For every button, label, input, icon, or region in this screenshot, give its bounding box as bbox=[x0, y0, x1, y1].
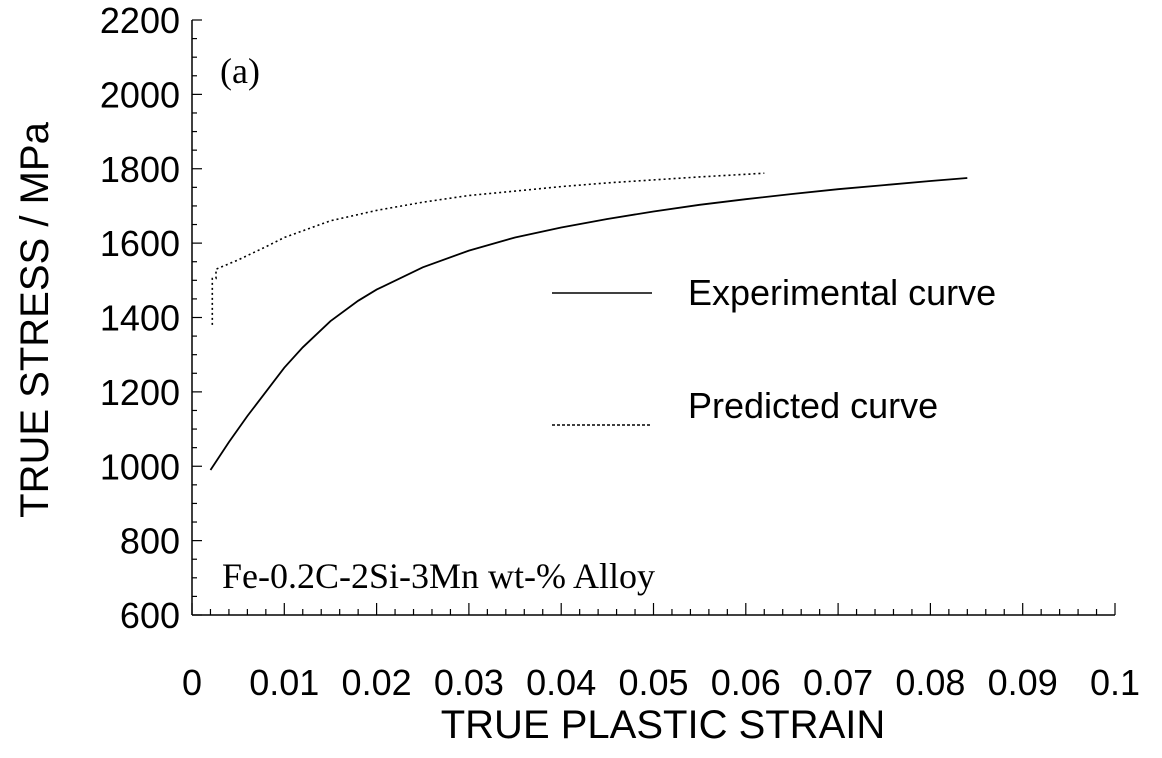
y-tick-label: 800 bbox=[120, 521, 180, 562]
x-tick-label: 0.07 bbox=[803, 662, 873, 703]
legend-label-experimental: Experimental curve bbox=[688, 272, 996, 313]
y-tick-label: 1800 bbox=[100, 149, 180, 190]
series-experimental-curve bbox=[209, 177, 968, 471]
x-tick-label: 0.06 bbox=[711, 662, 781, 703]
y-tick-label: 1400 bbox=[100, 298, 180, 339]
legend-label-predicted: Predicted curve bbox=[688, 385, 938, 426]
x-tick-label: 0.04 bbox=[526, 662, 596, 703]
x-tick-label: 0.05 bbox=[618, 662, 688, 703]
x-tick-label: 0.09 bbox=[988, 662, 1058, 703]
y-axis-title: TRUE STRESS / MPa bbox=[13, 121, 57, 517]
y-tick-label: 2200 bbox=[100, 0, 180, 41]
x-tick-label: 0.1 bbox=[1090, 662, 1140, 703]
x-tick-label: 0 bbox=[182, 662, 202, 703]
x-axis-title: TRUE PLASTIC STRAIN bbox=[441, 703, 886, 747]
x-tick-label: 0.08 bbox=[895, 662, 965, 703]
series-predicted-curve bbox=[211, 172, 765, 325]
y-tick-label: 1600 bbox=[100, 223, 180, 264]
series-layer bbox=[209, 172, 968, 471]
x-tick-label: 0.02 bbox=[342, 662, 412, 703]
ticks: 600 800 1000 1200 1400 1600 1800 2000 2200 0 0.01 0… bbox=[100, 0, 1140, 703]
alloy-label: Fe-0.2C-2Si-3Mn wt-% Alloy bbox=[222, 556, 655, 596]
y-tick-label: 600 bbox=[120, 595, 180, 636]
axes bbox=[191, 20, 1115, 616]
x-tick-label: 0.03 bbox=[434, 662, 504, 703]
y-tick-label: 1000 bbox=[100, 446, 180, 487]
panel-label: (a) bbox=[220, 51, 260, 91]
y-tick-label: 2000 bbox=[100, 74, 180, 115]
x-tick-label: 0.01 bbox=[249, 662, 319, 703]
y-tick-label: 1200 bbox=[100, 372, 180, 413]
legend: Experimental curve Predicted curve bbox=[552, 272, 996, 426]
